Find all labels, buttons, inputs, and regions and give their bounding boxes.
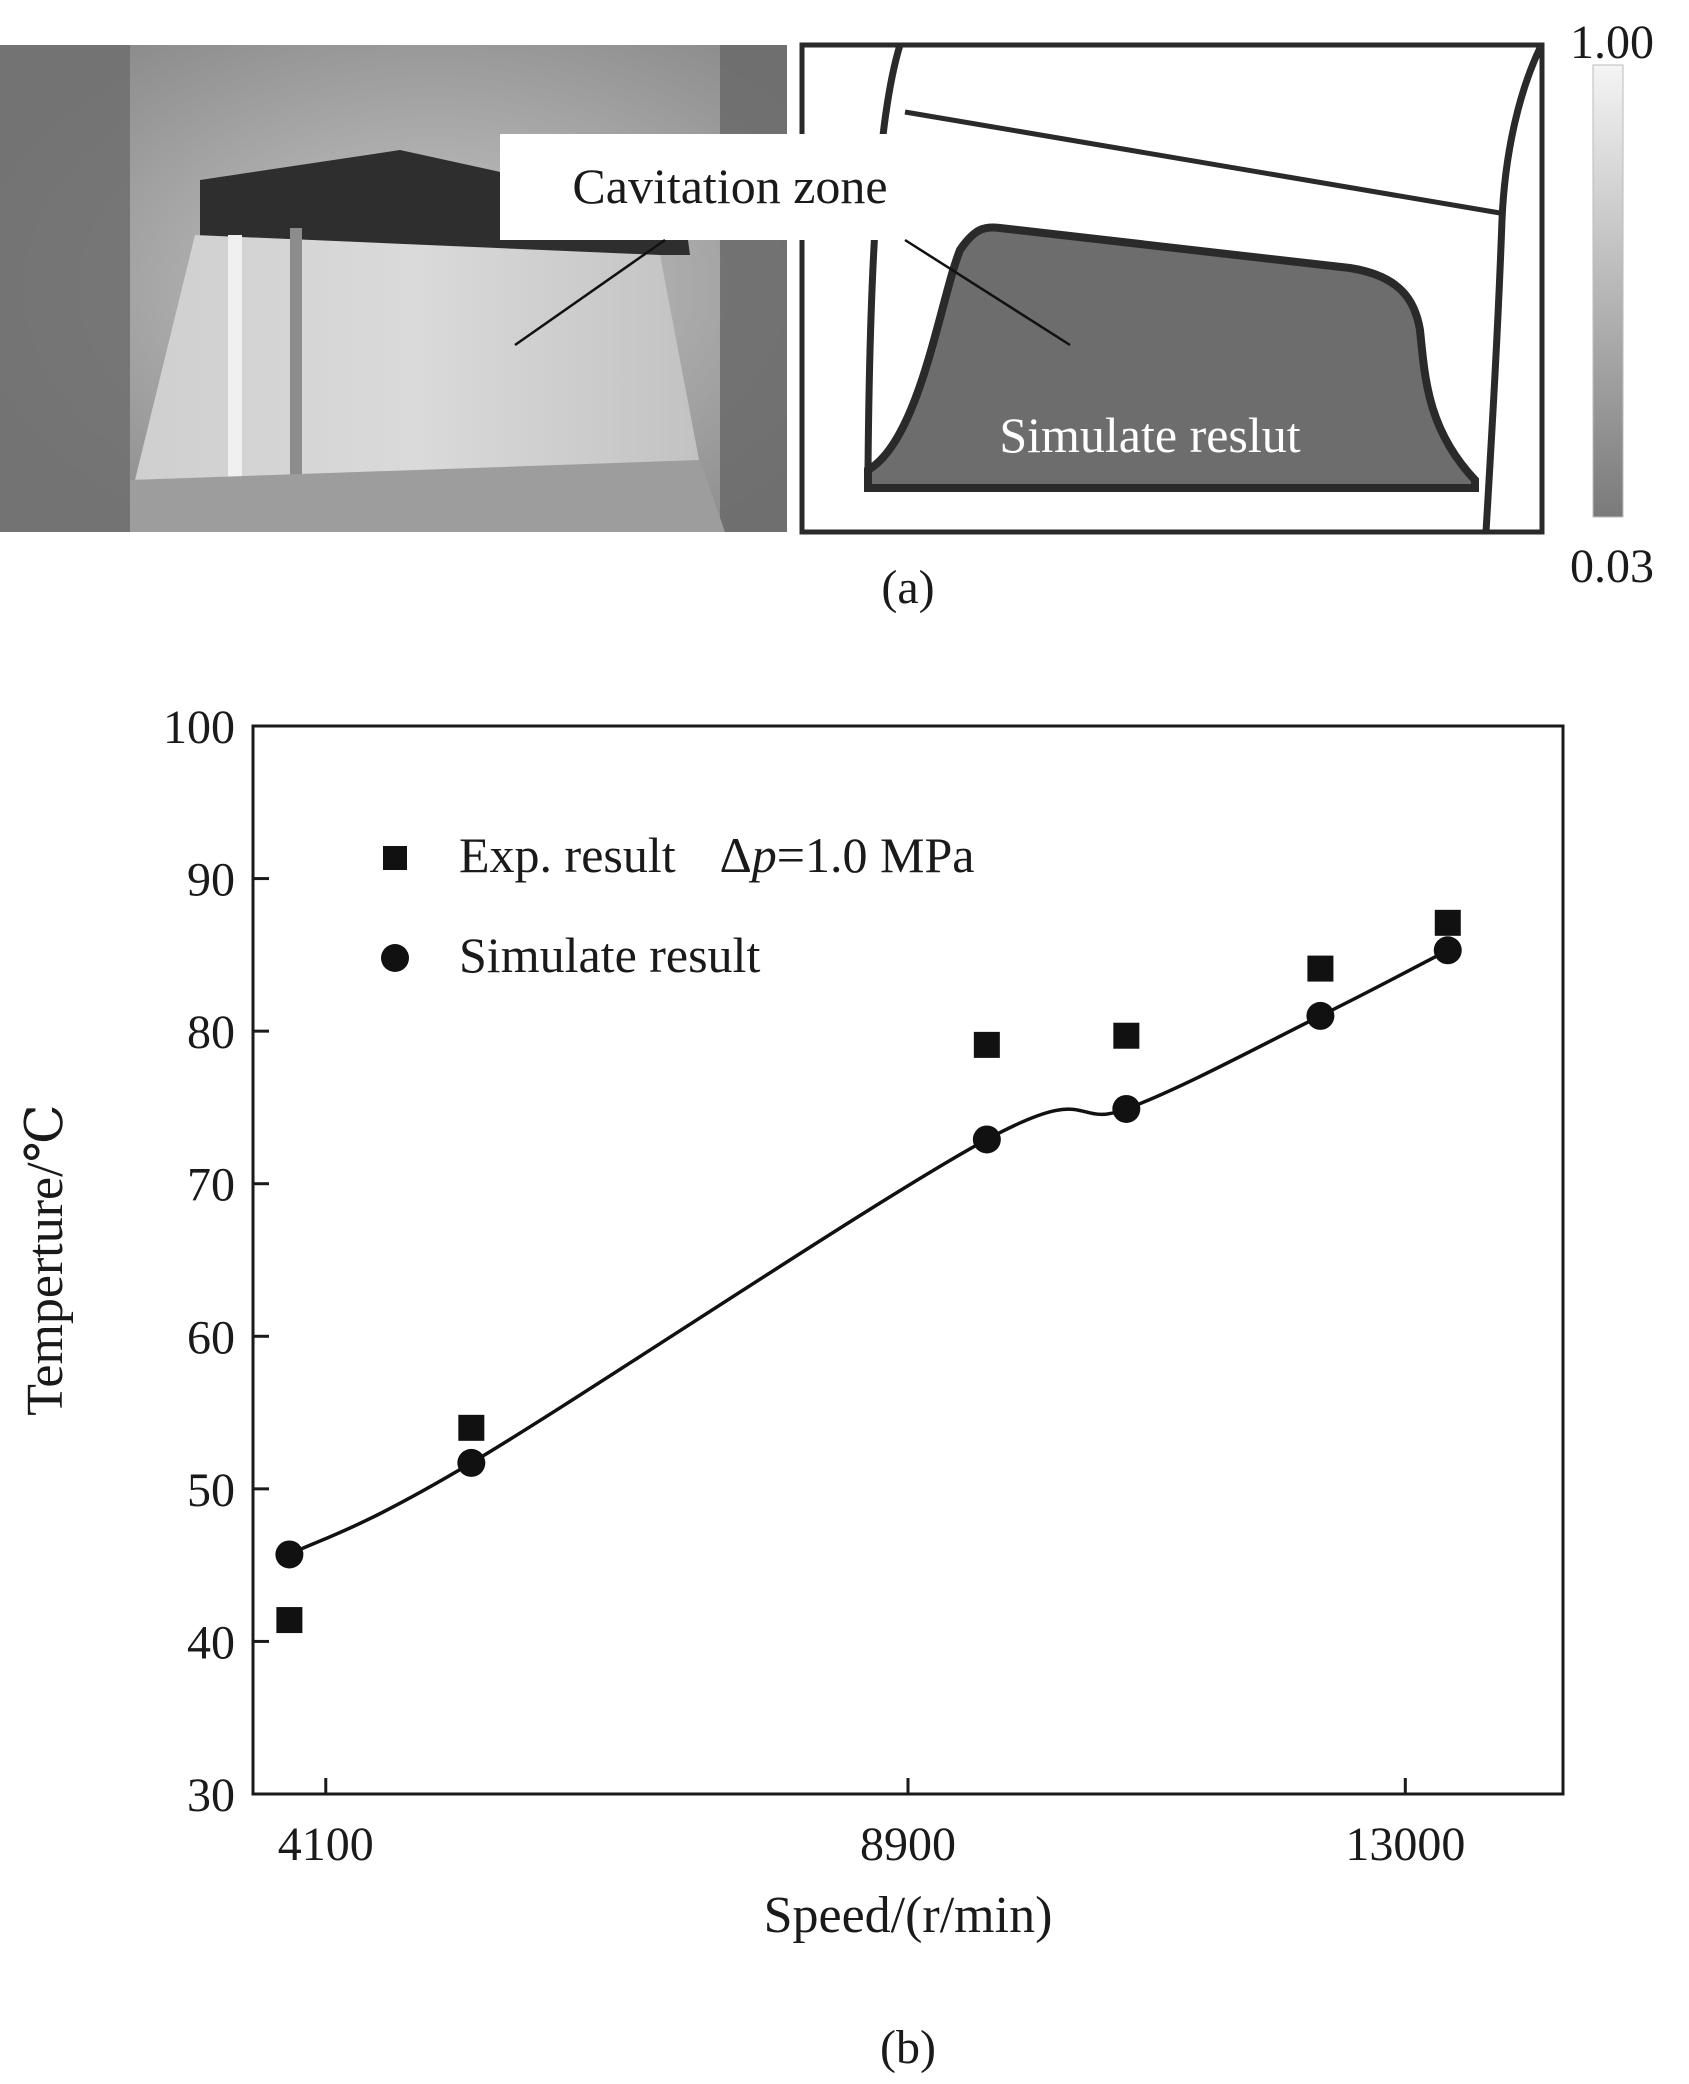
experiment-photo: [0, 45, 787, 532]
panel-a: Cavitation zone Simulate reslut 1.00 0.0…: [0, 16, 1654, 614]
exp-point-5: [1434, 909, 1461, 936]
y-tick-label: 100: [163, 701, 235, 754]
y-axis: 30 40 50 60 70 80 90 100: [163, 701, 269, 1822]
cavitation-leader-right: [904, 238, 1071, 347]
simulate-callout-label: Simulate reslut: [999, 407, 1300, 463]
panel-a-label: (a): [881, 561, 934, 614]
sim-point-2: [972, 1125, 1001, 1154]
y-tick-label: 60: [187, 1311, 235, 1364]
legend-exp-delta: Δ: [720, 827, 752, 883]
legend-exp-value: =1.0 MPa: [777, 827, 975, 883]
sim-point-4: [1306, 1001, 1335, 1030]
sim-point-0: [275, 1540, 304, 1569]
sim-point-1: [457, 1448, 486, 1477]
y-tick-label: 80: [187, 1006, 235, 1059]
y-tick-label: 50: [187, 1464, 235, 1517]
plot-frame: [251, 724, 1565, 1796]
legend-marker-exp: [383, 846, 407, 870]
legend-exp-var: p: [749, 827, 777, 883]
colorbar-max-label: 1.00: [1570, 16, 1654, 69]
x-tick-label: 13000: [1345, 1818, 1465, 1871]
simulation-image: [799, 42, 1545, 535]
y-tick-label: 40: [187, 1616, 235, 1669]
data-markers: [275, 909, 1462, 1634]
exp-point-3: [1113, 1022, 1140, 1049]
exp-point-1: [458, 1414, 485, 1441]
callout-box: [500, 134, 925, 240]
legend-exp-name: Exp. result: [459, 827, 676, 883]
cavitation-zone-label: Cavitation zone: [572, 158, 887, 214]
y-tick-label: 30: [187, 1769, 235, 1822]
panel-b-label: (b): [880, 2021, 936, 2074]
exp-point-0: [276, 1607, 303, 1634]
sim-point-3: [1112, 1094, 1141, 1123]
x-tick-label: 4100: [278, 1818, 374, 1871]
legend-marker-sim: [381, 944, 409, 972]
legend: Exp. result Δp=1.0 MPa Simulate result: [381, 827, 974, 983]
temperature-chart: 30 40 50 60 70 80 90 100 4100 8900 13000 Exp. res…: [17, 701, 1565, 2074]
x-tick-label: 8900: [860, 1818, 956, 1871]
y-axis-title: Temperture/℃: [17, 1104, 74, 1416]
colorbar-min-label: 0.03: [1570, 540, 1654, 593]
colorbar: [1592, 64, 1624, 518]
y-tick-label: 70: [187, 1159, 235, 1212]
legend-label-sim: Simulate result: [459, 927, 760, 983]
cavitation-leader-left: [514, 238, 666, 347]
x-axis-title: Speed/(r/min): [764, 1887, 1053, 1944]
y-tick-label: 90: [187, 854, 235, 907]
x-axis: 4100 8900 13000: [278, 1778, 1465, 1871]
legend-label-exp: Exp. result Δp=1.0 MPa: [459, 827, 974, 883]
sim-point-5: [1433, 936, 1462, 965]
exp-point-4: [1307, 955, 1334, 982]
exp-point-2: [973, 1031, 1000, 1058]
